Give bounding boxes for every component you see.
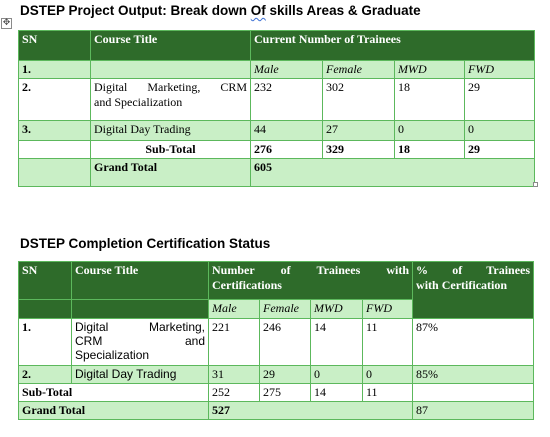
- grand-total-value: 605: [249, 158, 536, 187]
- percent-certified: 87%: [412, 318, 535, 366]
- header-current-trainees: Current Number of Trainees: [249, 30, 536, 61]
- row-sn: 1.: [18, 60, 91, 79]
- table2-subheader-row: Male Female MWD FWD: [18, 299, 534, 319]
- female-count: 27: [322, 120, 395, 141]
- female-count: 29: [259, 365, 311, 384]
- fwd-count: 0: [361, 365, 414, 384]
- header-line: with Certification: [416, 278, 508, 292]
- empty-cell: [71, 299, 209, 319]
- course-title-line: Digital Marketing, CRM: [94, 80, 247, 94]
- male-count: 232: [250, 78, 323, 121]
- table1-title: DSTEP Project Output: Break down Of skil…: [20, 3, 421, 18]
- grand-total-value: 527: [207, 401, 414, 420]
- header-course-title: Course Title: [90, 30, 251, 61]
- table-row: 2. Digital Day Trading 31 29 0 0 85%: [18, 365, 535, 384]
- subtotal-row: Sub-Total 252 275 14 11: [18, 383, 535, 402]
- empty-cell: [18, 299, 72, 319]
- spelling-flagged-word[interactable]: Of: [250, 3, 266, 18]
- male-count: 221: [208, 318, 260, 366]
- table-row: 3. Digital Day Trading 44 27 0 0: [18, 120, 536, 141]
- table1-title-part: skills Areas & Graduate: [265, 3, 421, 18]
- fwd-count: 29: [463, 78, 536, 121]
- table1-subheader-row: 1. Male Female MWD FWD: [18, 60, 536, 79]
- row-sn: 2.: [18, 78, 91, 121]
- female-count: 302: [322, 78, 395, 121]
- grand-total-label: Grand Total: [18, 401, 209, 420]
- subheader-male: Male: [208, 299, 260, 319]
- header-line: Certifications: [212, 278, 282, 292]
- subtotal-label: Sub-Total: [18, 383, 209, 402]
- subtotal-male: 276: [250, 140, 323, 159]
- subheader-mwd: MWD: [310, 299, 363, 319]
- grand-total-row: Grand Total 527 87: [18, 401, 535, 420]
- header-sn: SN: [18, 261, 72, 300]
- subheader-male: Male: [250, 60, 323, 79]
- table1-title-part: DSTEP Project Output: Break down: [20, 3, 251, 18]
- subtotal-row: Sub-Total 276 329 18 29: [18, 140, 536, 159]
- table-resize-handle[interactable]: [533, 182, 538, 187]
- course-title-cell: Digital Marketing, CRM and Specializatio…: [90, 78, 251, 121]
- course-title-line: Specialization: [75, 348, 150, 362]
- male-count: 44: [250, 120, 323, 141]
- course-title-line: and Specialization: [94, 95, 183, 109]
- certification-status-table: SN Course Title Number of Trainees with …: [18, 261, 535, 420]
- empty-cell: [90, 60, 251, 79]
- fwd-count: 11: [361, 318, 414, 366]
- table1-header-row: SN Course Title Current Number of Traine…: [18, 30, 536, 61]
- row-sn: 2.: [18, 365, 72, 384]
- mwd-count: 0: [394, 120, 465, 141]
- grand-total-row: Grand Total 605: [18, 158, 536, 187]
- table-row: 2. Digital Marketing, CRM and Specializa…: [18, 78, 536, 121]
- subheader-fwd: FWD: [463, 60, 536, 79]
- mwd-count: 14: [310, 318, 363, 366]
- table2-title: DSTEP Completion Certification Status: [20, 236, 271, 251]
- male-count: 31: [208, 365, 260, 384]
- header-line: % of Trainees: [416, 263, 531, 277]
- subtotal-mwd: 18: [394, 140, 465, 159]
- mwd-count: 18: [394, 78, 465, 121]
- header-percent-certified: % of Trainees with Certification: [412, 261, 535, 319]
- mwd-count: 0: [310, 365, 363, 384]
- course-title-cell: Digital Marketing, CRM and Specializatio…: [71, 318, 209, 366]
- subtotal-fwd: 11: [361, 383, 414, 402]
- percent-certified: 85%: [412, 365, 535, 384]
- subheader-fwd: FWD: [361, 299, 414, 319]
- subheader-mwd: MWD: [394, 60, 465, 79]
- table-move-handle-icon[interactable]: ✥: [1, 18, 12, 29]
- row-sn: 1.: [18, 318, 72, 366]
- subheader-female: Female: [322, 60, 395, 79]
- female-count: 246: [259, 318, 311, 366]
- fwd-count: 0: [463, 120, 536, 141]
- row-sn: 3.: [18, 120, 91, 141]
- subheader-female: Female: [259, 299, 311, 319]
- subtotal-female: 329: [322, 140, 395, 159]
- table2-header-row: SN Course Title Number of Trainees with …: [18, 261, 535, 319]
- subtotal-female: 275: [259, 383, 311, 402]
- table-row: 1. Digital Marketing, CRM and Specializa…: [18, 318, 535, 366]
- course-title-line: Digital Marketing,: [75, 320, 205, 334]
- header-course-title: Course Title: [71, 261, 209, 300]
- grand-total-label: Grand Total: [90, 158, 251, 187]
- subtotal-male: 252: [208, 383, 260, 402]
- header-sn: SN: [18, 30, 91, 61]
- course-title-cell: Digital Day Trading: [71, 365, 209, 384]
- subtotal-fwd: 29: [463, 140, 536, 159]
- course-title-cell: Digital Day Trading: [90, 120, 251, 141]
- subtotal-mwd: 14: [310, 383, 363, 402]
- subtotal-label: Sub-Total: [90, 140, 251, 159]
- course-title-line: CRM and: [75, 334, 205, 348]
- header-line: Number of Trainees with: [212, 263, 410, 277]
- empty-cell: [18, 140, 91, 159]
- grand-total-percent: 87: [412, 401, 535, 420]
- header-number-certified: Number of Trainees with Certifications: [207, 261, 414, 300]
- empty-cell: [412, 383, 535, 402]
- empty-cell: [18, 158, 91, 187]
- trainee-output-table: SN Course Title Current Number of Traine…: [18, 30, 536, 187]
